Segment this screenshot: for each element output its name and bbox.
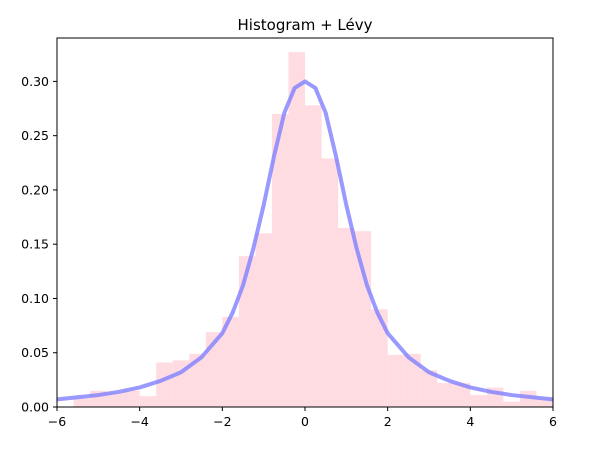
- histogram-bar: [437, 383, 454, 407]
- y-tick-label: 0.20: [21, 182, 49, 197]
- histogram-bar: [536, 398, 553, 407]
- histogram-bar: [321, 158, 339, 407]
- x-tick-label: −2: [213, 414, 231, 429]
- histogram-bar: [470, 395, 487, 407]
- x-tick-label: −6: [48, 414, 66, 429]
- x-tick-label: 6: [549, 414, 557, 429]
- histogram-bar: [189, 353, 206, 407]
- histogram-bar: [404, 353, 421, 407]
- histogram-bar: [420, 370, 438, 407]
- histogram-bar: [123, 390, 140, 407]
- y-tick-label: 0.05: [21, 345, 49, 360]
- chart-title: Histogram + Lévy: [238, 16, 373, 34]
- histogram-bar: [238, 256, 256, 407]
- histogram-bar: [271, 113, 289, 408]
- levy-curve-layer: [56, 79, 554, 402]
- histogram-bar: [139, 396, 157, 407]
- histogram-bar: [205, 332, 223, 407]
- axis-ticks: −6 −4 −2 0 2 4 6 0.00 0.05 0.10 0.15 0.20 0.25 0.30: [21, 74, 557, 429]
- histogram-bar: [453, 383, 471, 407]
- y-tick-label: 0.00: [21, 400, 49, 415]
- histogram-bar: [387, 354, 405, 407]
- levy-curve: [56, 79, 554, 402]
- histogram-bar: [354, 231, 372, 407]
- x-tick-label: 4: [466, 414, 474, 429]
- x-tick-label: 2: [384, 414, 392, 429]
- histogram-bar: [288, 52, 305, 407]
- histogram-bars: [73, 52, 553, 408]
- y-tick-label: 0.10: [21, 291, 49, 306]
- histogram-bar: [156, 362, 173, 407]
- x-tick-label: −4: [130, 414, 148, 429]
- histogram-bar: [338, 227, 355, 407]
- y-tick-label: 0.30: [21, 74, 49, 89]
- histogram-bar: [503, 401, 520, 407]
- histogram-bar: [371, 309, 388, 407]
- histogram-bar: [255, 233, 272, 407]
- y-tick-label: 0.15: [21, 237, 49, 252]
- histogram-bar: [106, 392, 124, 407]
- histogram-bar: [305, 105, 322, 407]
- histogram-bar: [222, 316, 239, 407]
- histogram-bar: [73, 398, 91, 407]
- x-tick-label: 0: [301, 414, 309, 429]
- y-tick-label: 0.25: [21, 128, 49, 143]
